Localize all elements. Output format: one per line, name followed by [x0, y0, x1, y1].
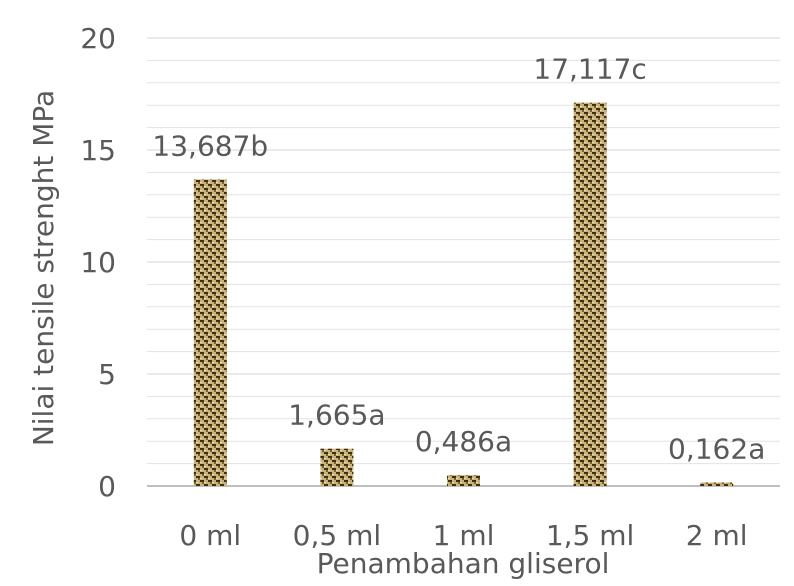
data-label-3: 17,117c [533, 53, 646, 86]
data-labels: 13,687b 1,665a 0,486a 17,117c 0,162a [152, 53, 765, 466]
data-label-4: 0,162a [668, 432, 765, 465]
bar-2 [447, 475, 480, 486]
x-axis-title: Penambahan gliserol [317, 547, 610, 580]
data-label-1: 1,665a [288, 399, 385, 432]
y-tick-label: 10 [80, 246, 116, 279]
data-label-2: 0,486a [415, 425, 512, 458]
y-axis-tick-labels: 0 5 10 15 20 [80, 22, 116, 503]
bar-1 [320, 449, 353, 486]
y-tick-label: 15 [80, 134, 116, 167]
y-tick-label: 5 [98, 358, 116, 391]
y-tick-label: 0 [98, 470, 116, 503]
bar-0 [194, 179, 227, 486]
x-tick-label-0: 0 ml [179, 519, 241, 552]
bar-4 [700, 482, 733, 486]
x-tick-label-4: 2 ml [686, 519, 748, 552]
gridlines [147, 38, 780, 464]
data-label-0: 13,687b [152, 129, 268, 162]
y-axis-title: Nilai tensile strenght MPa [27, 90, 60, 446]
y-tick-label: 20 [80, 22, 116, 55]
bar-3 [574, 103, 607, 486]
